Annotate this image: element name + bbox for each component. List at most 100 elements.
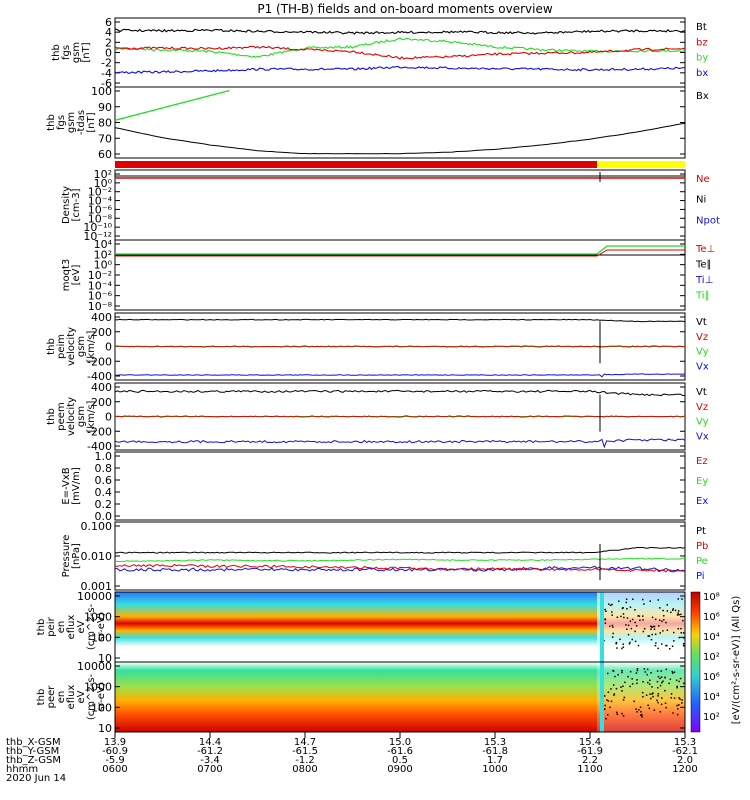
heatmap-speck [657,695,659,697]
heatmap-speck [678,697,680,699]
y-axis-label-line: gsm [71,42,82,63]
x-row-value: -61.6 [387,746,413,757]
panel-7: 1.00.80.60.40.20.0 E=-VxB[mV/m] Ez Ey Ex [61,450,708,523]
panel-frame [114,239,686,311]
heatmap-speck [631,678,633,680]
heatmap-speck [625,601,627,604]
x-row-value: -60.9 [102,746,128,757]
heatmap-speck [669,648,671,650]
heatmap-speck [609,604,612,607]
heatmap-speck [652,692,654,694]
legend-label: Vz [696,332,708,343]
colorbar-tick-label: 10² [703,712,720,723]
x-row-value: 1100 [577,764,602,775]
y-tick-label: 400 [91,381,112,394]
heatmap-speck [637,644,640,647]
x-row-value: -5.9 [105,755,125,766]
heatmap-speck [648,683,651,685]
x-row-value: 15.3 [674,737,696,748]
y-tick-label: 10000 [77,590,112,603]
heatmap-speck [607,714,609,716]
heatmap-speck [609,625,611,628]
heatmap-speck [627,675,629,678]
y-axis-label: E=-VxB[mV/m] [61,467,82,505]
heatmap-speck [661,697,663,699]
heatmap-speck [673,640,675,642]
heatmap-speck [678,614,680,616]
heatmap-speck [605,610,607,612]
heatmap-speck [677,708,679,710]
heatmap-speck [679,677,682,680]
y-axis-label-line: gsm [66,112,77,133]
heatmap-speck [635,625,638,627]
heatmap-speck [654,644,657,647]
x-row-value: 2.2 [582,755,598,766]
heatmap-speck [659,684,662,687]
y-tick-label: 10⁻⁴ [88,195,113,208]
heatmap-speck [637,615,639,617]
x-row-value: 0700 [197,764,222,775]
heatmap-speck [651,633,653,636]
heatmap-speck [660,703,663,706]
y-axis-label: thbpeerenefluxeV(cm^2-s-sr-eV) [36,673,107,720]
heatmap-speck [676,614,679,616]
y-tick-label: 10⁻⁶ [88,203,113,216]
legend-label: bz [696,37,708,48]
colorbar-tick-label: 10⁶ [703,612,720,623]
heatmap-speck [605,717,607,720]
y-tick-label: 0.6 [95,474,113,487]
heatmap-speck [607,691,610,693]
y-axis-label-line: gsm [76,336,87,357]
y-tick-label: 0.010 [81,550,113,563]
y-axis-label-line: peim [56,334,67,359]
heatmap-speck [629,641,631,644]
heatmap-speck [680,627,682,630]
heatmap-speck [638,709,640,711]
heatmap-speck [650,672,652,674]
heatmap-late-segment [597,662,685,732]
panel-5: 400 200 0-200 -400 thbpeimvelocitygsm[km/s] V… [46,311,709,383]
heatmap-speck [640,714,642,716]
heatmap-speck [673,697,676,699]
heatmap-speck [679,698,681,700]
heatmap-speck [631,638,633,641]
x-row-label: thb_Y-GSM [6,746,59,757]
heatmap-speck [661,681,663,684]
y-tick-label: 0.2 [95,498,113,511]
heatmap-speck [682,645,685,647]
heatmap-speck [657,687,659,689]
y-tick-label: 10⁴ [94,238,113,251]
heatmap-speck [623,616,625,619]
heatmap-speck [642,696,644,698]
y-tick-label: 100 [91,701,112,714]
y-axis-label-line: thb [46,408,57,425]
heatmap-speck [663,619,665,621]
panels: 6420-2-4-6thbfgsgsm[nT]Btbzbybx100908070… [36,16,720,735]
y-tick-label: 10 [98,652,112,665]
heatmap-speck [611,624,614,627]
y-tick-label: 10⁻⁶ [88,290,113,303]
heatmap-speck [632,598,634,600]
x-row-value: 1200 [672,764,697,775]
heatmap-speck [612,684,615,686]
heatmap-speck [635,672,638,674]
legend-label: Pb [696,541,708,552]
legend-label: Vx [696,361,709,372]
x-row-value: 15.4 [579,737,601,748]
heatmap-speck [664,702,667,704]
heatmap-speck [621,669,623,672]
y-axis-label-line: thb [36,689,47,706]
heatmap-speck [621,671,623,674]
y-axis-label-line: sr-eV) [96,682,107,711]
y-axis-label-line: velocity [66,397,77,436]
y-axis-label-line: Density [61,186,72,224]
y-axis-label-line: (cm^2-s- [86,673,97,720]
heatmap-speck [636,668,639,670]
y-tick-label: 1.0 [95,450,113,463]
x-row-value: 2.0 [677,755,693,766]
heatmap-speck [612,670,615,672]
y-axis-label-line: [km/s] [86,330,97,362]
